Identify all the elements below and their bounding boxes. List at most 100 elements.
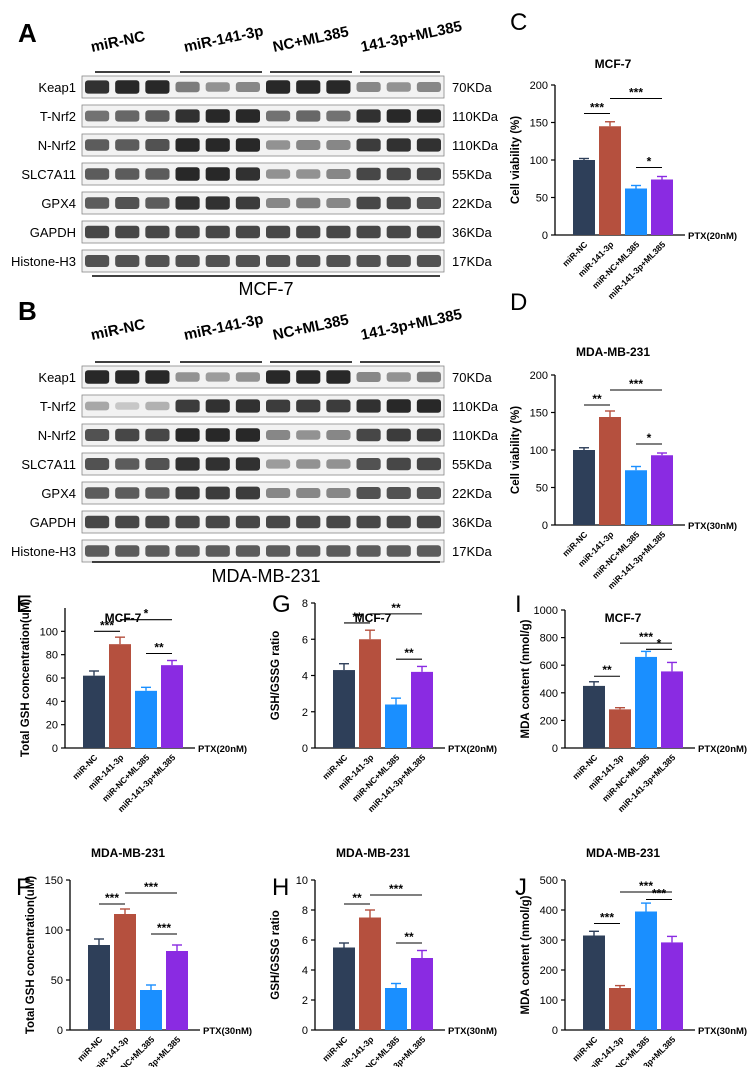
blot-band — [115, 255, 140, 267]
y-tick-label: 0 — [52, 743, 58, 755]
treatment-label: PTX(20nM) — [688, 231, 737, 242]
blot-band — [85, 110, 110, 122]
blot-band — [85, 80, 110, 94]
y-tick-label: 150 — [530, 408, 548, 420]
bar — [599, 417, 621, 525]
y-tick-label: 60 — [46, 673, 58, 685]
significance-label: *** — [639, 630, 653, 644]
y-tick-label: 150 — [45, 875, 63, 887]
blot-band — [326, 430, 351, 440]
blot-band — [115, 370, 140, 384]
blot-band — [326, 198, 351, 208]
blot-row-histone-h3: Histone-H3 17KDa — [11, 249, 493, 273]
blot-band — [175, 372, 200, 382]
blot-strip — [81, 452, 445, 476]
significance-label: *** — [389, 882, 403, 896]
chart-title: MCF-7 — [595, 57, 632, 71]
blot-band — [115, 80, 140, 94]
blot-band — [386, 457, 411, 471]
blot-band — [85, 401, 110, 411]
blot-row-keap1: Keap1 70KDa — [38, 365, 493, 389]
blot-band — [386, 138, 411, 152]
blot-band — [115, 402, 140, 410]
protein-label: Keap1 — [38, 80, 76, 95]
blot-band — [296, 255, 321, 267]
blot-band — [356, 458, 381, 470]
cell-line-label: MDA-MB-231 — [211, 566, 320, 586]
y-tick-label: 1000 — [534, 605, 558, 617]
blot-band — [266, 545, 291, 557]
significance-label: ** — [404, 930, 414, 944]
molecular-weight-label: 110KDa — [452, 428, 499, 443]
blot-band — [356, 372, 381, 382]
y-tick-label: 800 — [540, 633, 558, 645]
blot-band — [326, 225, 351, 239]
blot-band — [356, 487, 381, 499]
blot-band — [85, 197, 110, 209]
blot-band — [85, 225, 110, 239]
y-axis-label: MDA content (nmol/g) — [520, 895, 532, 1014]
bar — [635, 656, 657, 748]
blot-band — [326, 399, 351, 413]
blot-band — [416, 82, 441, 92]
bar — [411, 671, 433, 748]
blot-band — [115, 139, 140, 151]
blot-band — [266, 459, 291, 469]
blot-band — [296, 110, 321, 122]
significance-label: *** — [639, 879, 653, 893]
y-tick-label: 20 — [46, 720, 58, 732]
bar — [140, 990, 162, 1030]
blot-band — [115, 168, 140, 180]
blot-strip — [81, 510, 445, 534]
y-tick-label: 400 — [540, 688, 558, 700]
cell-line-label: MCF-7 — [239, 279, 294, 299]
y-tick-label: 50 — [51, 975, 63, 987]
blot-band — [85, 458, 110, 470]
blot-band — [416, 399, 441, 413]
blot-strip — [81, 104, 445, 128]
blot-band — [175, 138, 200, 152]
bar — [625, 188, 647, 235]
significance-label: *** — [600, 911, 614, 925]
bar — [661, 942, 683, 1030]
blot-band — [296, 430, 321, 440]
y-tick-label: 40 — [46, 696, 58, 708]
blot-band — [175, 515, 200, 529]
molecular-weight-label: 22KDa — [452, 196, 493, 211]
blot-band — [175, 225, 200, 239]
blot-band — [115, 225, 140, 239]
bar — [359, 917, 381, 1030]
blot-band — [416, 109, 441, 123]
blot-band — [266, 399, 291, 413]
group-label: NC+ML385 — [271, 311, 350, 344]
treatment-label: PTX(30nM) — [203, 1026, 252, 1037]
y-tick-label: 600 — [540, 660, 558, 672]
blot-band — [235, 399, 260, 413]
significance-label: ** — [602, 663, 612, 677]
significance-label: *** — [100, 618, 114, 632]
molecular-weight-label: 70KDa — [452, 370, 493, 385]
blot-band — [326, 459, 351, 469]
blot-band — [235, 255, 260, 267]
bar — [411, 958, 433, 1030]
significance-label: ** — [592, 392, 602, 406]
y-tick-label: 6 — [302, 634, 308, 646]
chart-title: MDA-MB-231 — [336, 846, 410, 860]
blot-band — [145, 225, 170, 239]
blot-strip — [81, 481, 445, 505]
blot-band — [326, 80, 351, 94]
blot-band — [416, 371, 441, 383]
y-tick-label: 500 — [540, 875, 558, 887]
blot-row-slc7a11: SLC7A11 55KDa — [21, 452, 493, 476]
bar — [583, 685, 605, 748]
blot-band — [235, 372, 260, 382]
blot-band — [205, 138, 230, 152]
bar — [166, 951, 188, 1030]
blot-band — [386, 225, 411, 239]
blot-strip — [81, 133, 445, 157]
bar — [609, 709, 631, 748]
blot-band — [326, 515, 351, 529]
